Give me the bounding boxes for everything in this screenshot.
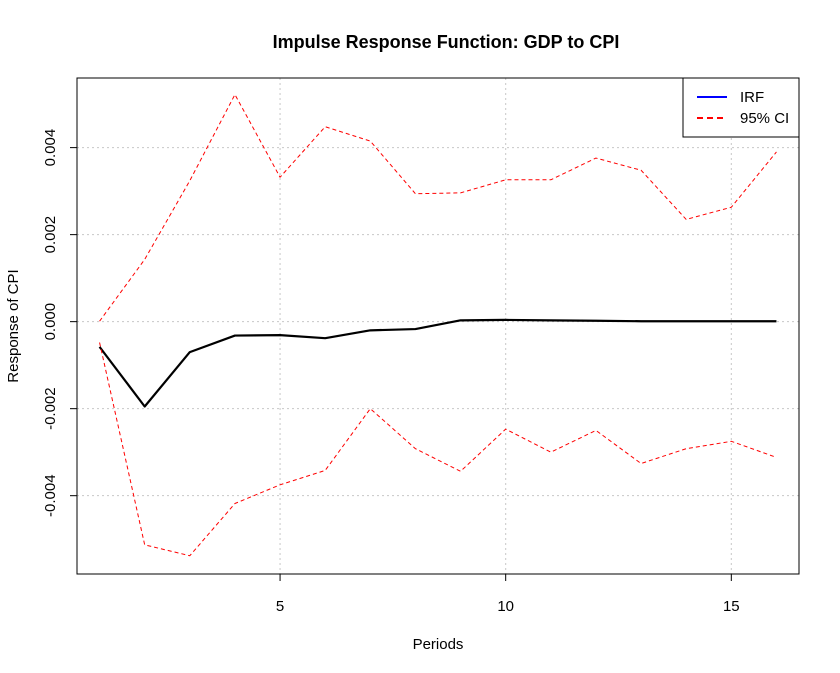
legend-label: 95% CI [740, 110, 789, 127]
chart-title: Impulse Response Function: GDP to CPI [273, 32, 620, 52]
series-line-irf [98, 318, 777, 408]
legend-box [682, 77, 800, 138]
y-tick-label: -0.002 [42, 387, 59, 430]
y-tick-label: 0.002 [42, 216, 59, 254]
y-tick-label: 0.004 [42, 129, 59, 167]
x-tick-label: 15 [723, 598, 740, 615]
legend: IRF 95% CI [682, 77, 800, 138]
axis-layer: 5 10 15 -0.004 -0.002 0.000 0.002 0.004 [42, 129, 740, 615]
y-tick-label: 0.000 [42, 303, 59, 341]
series-line-ci-lower [99, 342, 777, 557]
legend-label: IRF [740, 89, 764, 106]
series-layer [98, 94, 777, 557]
x-tick-label: 5 [276, 598, 284, 615]
y-tick-label: -0.004 [42, 474, 59, 517]
plot-frame [76, 77, 800, 575]
x-tick-label: 10 [497, 598, 514, 615]
x-axis-label: Periods [413, 636, 464, 653]
y-axis-label: Response of CPI [5, 269, 22, 382]
